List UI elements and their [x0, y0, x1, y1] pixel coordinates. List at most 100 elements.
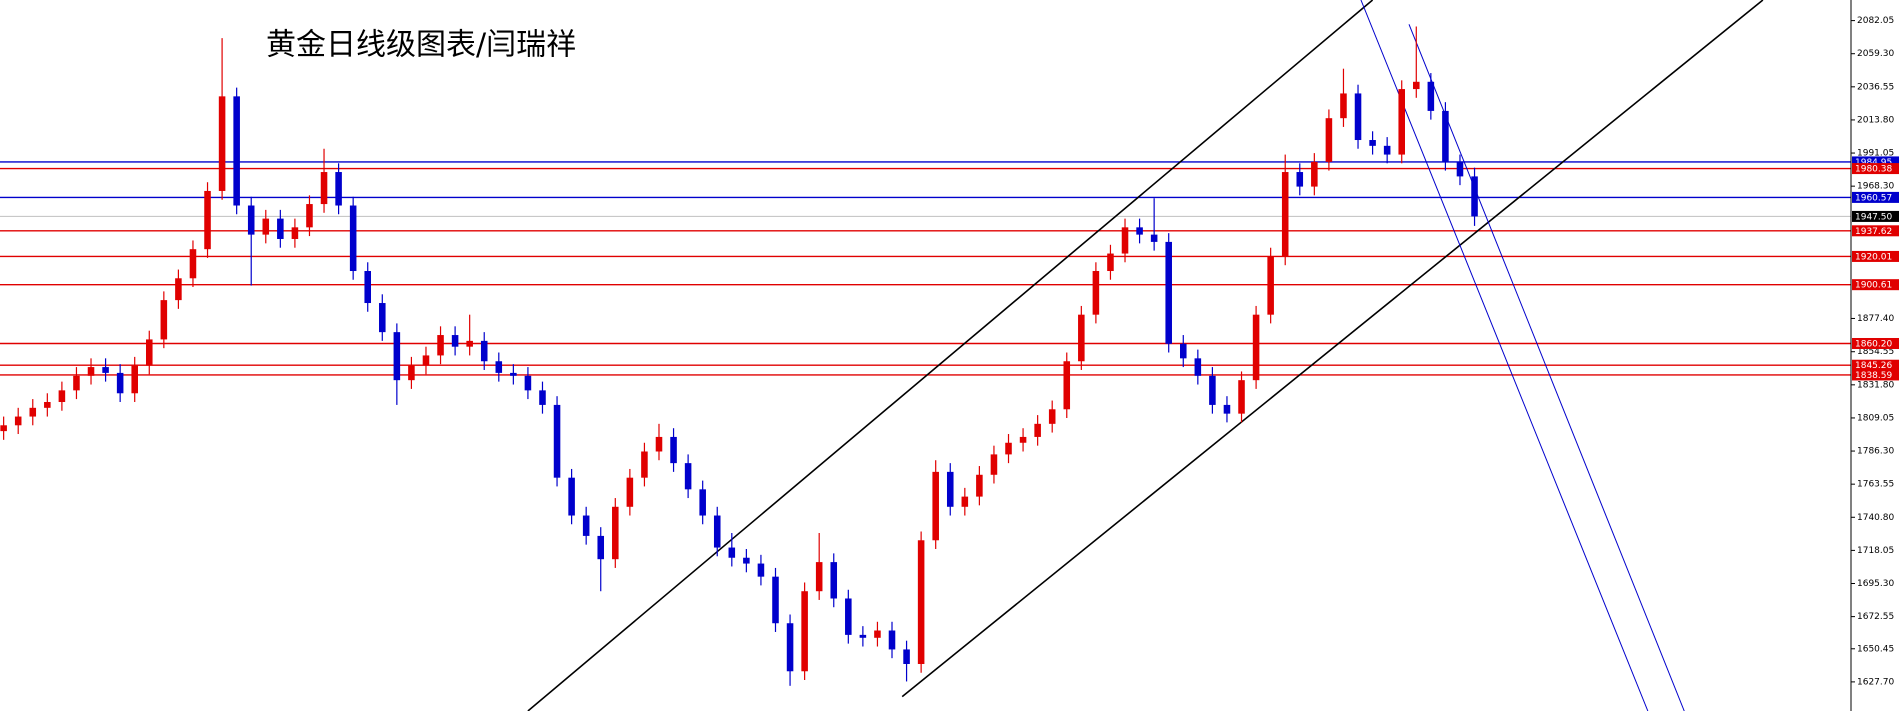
candle-body: [743, 557, 750, 564]
level-label: 1900.61: [1855, 281, 1892, 291]
candle-body: [597, 535, 605, 560]
candle-body: [495, 361, 503, 373]
candle-body: [612, 506, 619, 560]
y-tick-label: 1763.55: [1857, 480, 1894, 490]
candle-body: [582, 515, 590, 536]
candle-body: [116, 372, 124, 394]
candle-body: [1092, 271, 1100, 315]
level-label: 1937.62: [1855, 227, 1892, 237]
level-label: 1947.50: [1855, 212, 1892, 222]
candle-body: [1150, 234, 1158, 242]
level-label: 1960.57: [1855, 193, 1892, 203]
candle-body: [772, 576, 779, 624]
candle-body: [218, 96, 226, 191]
candle-body: [44, 402, 51, 408]
level-label-bg: [1852, 156, 1899, 168]
candle-body: [1369, 140, 1376, 146]
candle-body: [1413, 81, 1420, 90]
candle-body: [1340, 93, 1347, 119]
candle-body: [1179, 343, 1187, 359]
candle-body: [364, 271, 372, 304]
level-label: 1860.20: [1855, 339, 1892, 349]
candle-body: [1063, 361, 1071, 410]
candle-body: [830, 562, 838, 599]
chart-title: 黄金日线级图表/闫瑞祥: [266, 28, 576, 63]
trendline: [1408, 24, 1685, 711]
candle-body: [1194, 358, 1202, 376]
y-tick-label: 1854.55: [1857, 347, 1894, 357]
candle-body: [1471, 176, 1478, 217]
candle-body: [1034, 423, 1041, 437]
level-label-bg: [1852, 210, 1899, 222]
trendline: [901, 0, 1764, 698]
candle-body: [1252, 314, 1260, 381]
candle-body: [757, 563, 765, 577]
y-tick-label: 1991.05: [1857, 149, 1894, 159]
candle-body: [713, 515, 721, 548]
y-tick-label: 1672.55: [1857, 612, 1894, 622]
candle-body: [73, 375, 80, 391]
candle-body: [961, 496, 969, 507]
candle-body: [539, 390, 546, 405]
level-label-bg: [1852, 163, 1899, 175]
y-tick-label: 1695.30: [1857, 579, 1894, 589]
candle-body: [553, 404, 561, 478]
candle-body: [684, 463, 692, 490]
candle-body: [291, 227, 299, 239]
y-tick-label: 2013.80: [1857, 115, 1894, 125]
trendline: [1360, 0, 1649, 711]
candle-body: [1281, 172, 1289, 257]
level-label: 1920.01: [1855, 252, 1892, 262]
candle-body: [14, 416, 22, 426]
candle-body: [815, 562, 823, 592]
level-label-bg: [1852, 359, 1899, 371]
y-tick-label: 1809.05: [1857, 413, 1894, 423]
y-tick-label: 1718.05: [1857, 546, 1894, 556]
candle-body: [699, 489, 706, 516]
candle-body: [131, 365, 138, 394]
candle-body: [1325, 118, 1333, 162]
candle-body: [728, 547, 736, 558]
candle-body: [1136, 227, 1143, 235]
level-label: 1980.38: [1855, 165, 1892, 175]
level-label-bg: [1852, 250, 1899, 262]
candle-body: [175, 278, 182, 301]
candle-body: [917, 540, 925, 664]
candle-body: [626, 477, 634, 507]
candle-body: [1296, 172, 1304, 187]
candle-body: [393, 332, 401, 381]
candle-body: [1354, 93, 1362, 141]
candle-body: [160, 300, 168, 340]
candle-body: [641, 451, 648, 478]
y-tick-label: 2036.55: [1857, 82, 1894, 92]
plot-area: [0, 0, 1851, 711]
level-label-bg: [1852, 279, 1899, 291]
candle-body: [466, 340, 473, 347]
candle-body: [29, 407, 37, 417]
candle-body: [568, 477, 575, 516]
candle-body: [335, 172, 342, 206]
candle-body: [1209, 375, 1216, 405]
candle-body: [1311, 161, 1318, 187]
candle-body: [145, 339, 153, 366]
candle-body: [1267, 256, 1274, 315]
candle-body: [1456, 161, 1464, 177]
candle-body: [306, 204, 313, 228]
candle-body: [1442, 110, 1449, 162]
candle-body: [510, 372, 517, 376]
trendline: [527, 0, 1374, 711]
candle-body: [946, 471, 954, 507]
y-tick-label: 2059.30: [1857, 49, 1894, 59]
y-tick-label: 1627.70: [1857, 677, 1894, 687]
candle-body: [1078, 314, 1085, 362]
level-label-bg: [1852, 225, 1899, 237]
candle-body: [1005, 442, 1012, 455]
level-label-bg: [1852, 369, 1899, 381]
y-tick-label: 2082.05: [1857, 16, 1894, 26]
candle-body: [903, 649, 910, 664]
candle-body: [1019, 436, 1027, 443]
candle-body: [976, 474, 983, 497]
candle-body: [204, 190, 211, 250]
candle-body: [247, 205, 255, 235]
